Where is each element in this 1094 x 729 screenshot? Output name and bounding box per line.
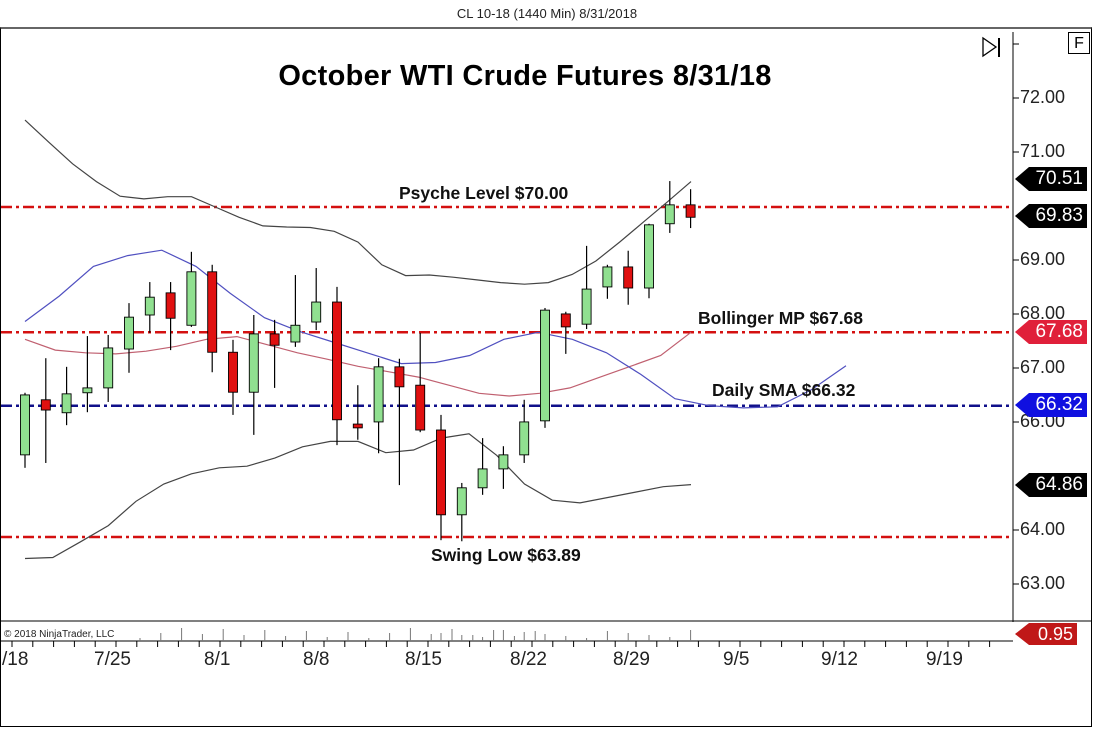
- horizontal-levels: [1, 205, 1013, 539]
- y-tick-label: 67.00: [1020, 357, 1066, 377]
- price-tag-sma: 66.32: [1015, 393, 1087, 417]
- x-tick-marks: [11, 641, 991, 647]
- chart-title: October WTI Crude Futures 8/31/18: [278, 60, 772, 92]
- y-tick-label: 71.00: [1020, 141, 1066, 161]
- y-tick-label: 68.00: [1020, 303, 1066, 323]
- psyche-level-label: Psyche Level $70.00: [399, 183, 569, 203]
- price-tag-bollinger: 67.68: [1015, 320, 1087, 344]
- x-tick-label: 8/29: [613, 649, 650, 670]
- f-button[interactable]: F: [1068, 32, 1090, 54]
- x-tick-label: 9/5: [723, 649, 750, 670]
- x-tick-label: 8/1: [204, 649, 231, 670]
- y-tick-label: 64.00: [1020, 519, 1066, 539]
- volume-tag: 0.95: [1015, 623, 1077, 645]
- x-tick-label: 8/8: [303, 649, 330, 670]
- y-tick-label: 69.00: [1020, 249, 1066, 269]
- volume-bars: [139, 628, 692, 641]
- x-tick-label: 8/22: [510, 649, 547, 670]
- x-tick-label: 8/15: [405, 649, 442, 670]
- y-tick-label: 63.00: [1020, 573, 1066, 593]
- x-tick-label: 9/12: [821, 649, 858, 670]
- indicator-curves: [24, 119, 847, 560]
- chart-frame: [0, 27, 1092, 727]
- skip-to-end-icon[interactable]: [982, 36, 1000, 58]
- x-tick-label: 9/19: [926, 649, 963, 670]
- x-tick-label: /18: [2, 649, 29, 670]
- price-tag-high: 70.51: [1015, 167, 1087, 191]
- candles: [20, 181, 696, 542]
- swing-low-label: Swing Low $63.89: [431, 545, 581, 565]
- y-tick-label: 72.00: [1020, 87, 1066, 107]
- daily-sma-label: Daily SMA $66.32: [712, 380, 856, 400]
- window-title: CL 10-18 (1440 Min) 8/31/2018: [0, 0, 1094, 27]
- x-tick-label: 7/25: [94, 649, 131, 670]
- bollinger-mp-label: Bollinger MP $67.68: [698, 308, 864, 328]
- price-tag-lower-band: 64.86: [1015, 473, 1087, 497]
- y-tick-marks: [1013, 43, 1019, 585]
- price-tag-last: 69.83: [1015, 204, 1087, 228]
- copyright-text: © 2018 NinjaTrader, LLC: [4, 629, 115, 640]
